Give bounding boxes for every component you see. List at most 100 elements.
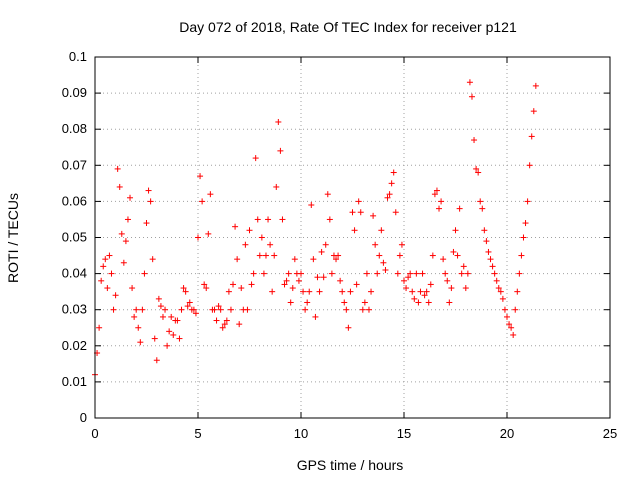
data-point [201, 281, 208, 288]
data-point [394, 270, 401, 277]
data-point [298, 270, 304, 277]
data-point [464, 270, 471, 277]
data-point [310, 256, 317, 263]
x-tick-label: 5 [194, 426, 201, 441]
data-point [281, 281, 288, 288]
data-point [180, 285, 187, 292]
x-tick-label: 0 [91, 426, 98, 441]
data-point [318, 248, 325, 255]
data-point [376, 252, 383, 259]
data-point [322, 241, 329, 248]
data-point [279, 216, 286, 223]
data-point [262, 252, 269, 259]
data-point [475, 169, 482, 176]
data-point [174, 317, 181, 324]
data-point [289, 285, 296, 292]
data-point [411, 295, 418, 302]
data-point [462, 285, 469, 292]
data-point [374, 270, 381, 277]
y-tick-label: 0.06 [62, 193, 87, 208]
data-point [127, 194, 134, 201]
data-point [271, 252, 278, 259]
data-point [518, 252, 525, 259]
data-point [250, 270, 257, 277]
data-point [221, 321, 228, 328]
data-point [456, 205, 463, 212]
data-point [170, 331, 177, 338]
y-tick-label: 0.03 [62, 302, 87, 317]
data-point [124, 216, 131, 223]
data-point [217, 306, 224, 313]
data-point [324, 191, 331, 198]
data-point [195, 234, 201, 241]
data-point [345, 324, 352, 331]
data-point [528, 133, 535, 140]
data-points [92, 79, 539, 378]
data-point [112, 292, 119, 299]
data-point [466, 79, 473, 86]
y-tick-label: 0.1 [69, 49, 87, 64]
data-point [102, 256, 109, 263]
data-point [508, 324, 515, 331]
data-point [440, 256, 447, 263]
data-point [176, 335, 183, 342]
data-point [291, 256, 298, 263]
y-tick-label: 0.09 [62, 85, 87, 100]
data-point [450, 248, 457, 255]
x-tick-label: 20 [500, 426, 514, 441]
data-point [265, 216, 272, 223]
data-point [145, 187, 152, 194]
data-point [413, 270, 420, 277]
x-tick-label: 15 [397, 426, 411, 441]
data-point [409, 288, 416, 295]
data-point [468, 93, 475, 100]
data-point [256, 252, 263, 259]
data-point [497, 288, 504, 295]
data-point [232, 223, 239, 230]
data-point [122, 238, 129, 245]
data-point [320, 274, 327, 281]
data-point [116, 183, 123, 190]
data-point [147, 198, 154, 205]
data-point [159, 313, 166, 320]
data-point [258, 234, 265, 241]
data-point [396, 252, 403, 259]
data-point [380, 259, 387, 266]
data-point [246, 227, 253, 234]
data-point [425, 299, 432, 306]
data-point [378, 227, 385, 234]
data-point [495, 285, 502, 292]
data-point [238, 285, 245, 292]
data-point [151, 335, 158, 342]
data-point [312, 313, 319, 320]
data-point [431, 191, 438, 198]
data-point [203, 285, 210, 292]
data-point [514, 288, 521, 295]
data-point [419, 270, 426, 277]
data-point [254, 216, 261, 223]
y-tick-label: 0.07 [62, 157, 87, 172]
data-point [248, 281, 255, 288]
data-point [520, 234, 527, 241]
data-point [504, 313, 510, 320]
data-point [149, 256, 156, 263]
data-point [363, 270, 370, 277]
data-point [481, 227, 488, 234]
x-tick-label: 10 [294, 426, 308, 441]
data-point [415, 299, 422, 306]
data-point [236, 321, 243, 328]
data-point [339, 288, 346, 295]
data-point [398, 241, 405, 248]
data-point [444, 277, 451, 284]
data-point [471, 137, 478, 144]
data-point [370, 212, 377, 219]
data-point [295, 277, 302, 284]
data-point [273, 183, 280, 190]
data-point [300, 288, 307, 295]
data-point [277, 147, 284, 154]
data-point [460, 263, 467, 270]
data-point [390, 169, 397, 176]
data-point [522, 220, 529, 227]
